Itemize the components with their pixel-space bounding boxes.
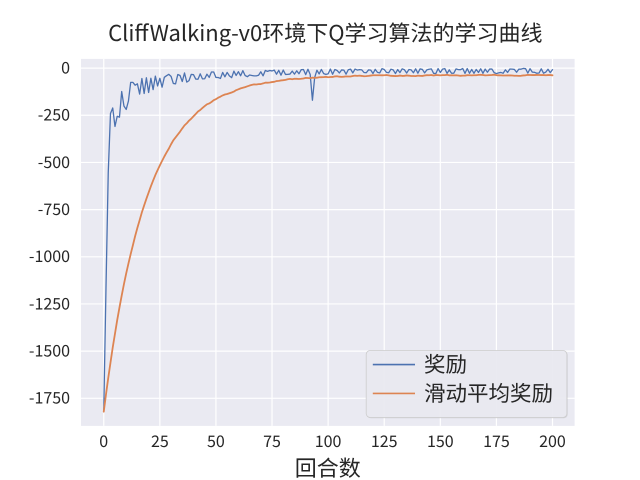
svg-text:0: 0 bbox=[99, 428, 108, 452]
svg-text:100: 100 bbox=[315, 428, 342, 452]
svg-text:CliffWalking-v0环境下Q学习算法的学习曲线: CliffWalking-v0环境下Q学习算法的学习曲线 bbox=[108, 16, 542, 48]
svg-text:50: 50 bbox=[207, 428, 225, 452]
svg-text:75: 75 bbox=[263, 428, 281, 452]
svg-text:回合数: 回合数 bbox=[295, 451, 361, 480]
svg-text:-500: -500 bbox=[38, 149, 70, 173]
svg-text:0: 0 bbox=[61, 55, 70, 79]
svg-text:25: 25 bbox=[151, 428, 169, 452]
svg-text:-1500: -1500 bbox=[29, 338, 70, 362]
svg-text:-250: -250 bbox=[38, 102, 70, 126]
svg-text:-750: -750 bbox=[38, 196, 70, 220]
svg-text:150: 150 bbox=[427, 428, 454, 452]
svg-text:滑动平均奖励: 滑动平均奖励 bbox=[424, 377, 553, 408]
svg-text:125: 125 bbox=[371, 428, 398, 452]
svg-text:-1250: -1250 bbox=[29, 290, 70, 314]
svg-text:奖励: 奖励 bbox=[424, 348, 467, 379]
svg-text:200: 200 bbox=[539, 428, 566, 452]
svg-text:-1000: -1000 bbox=[29, 243, 70, 267]
svg-text:-1750: -1750 bbox=[29, 385, 70, 409]
svg-text:175: 175 bbox=[483, 428, 510, 452]
